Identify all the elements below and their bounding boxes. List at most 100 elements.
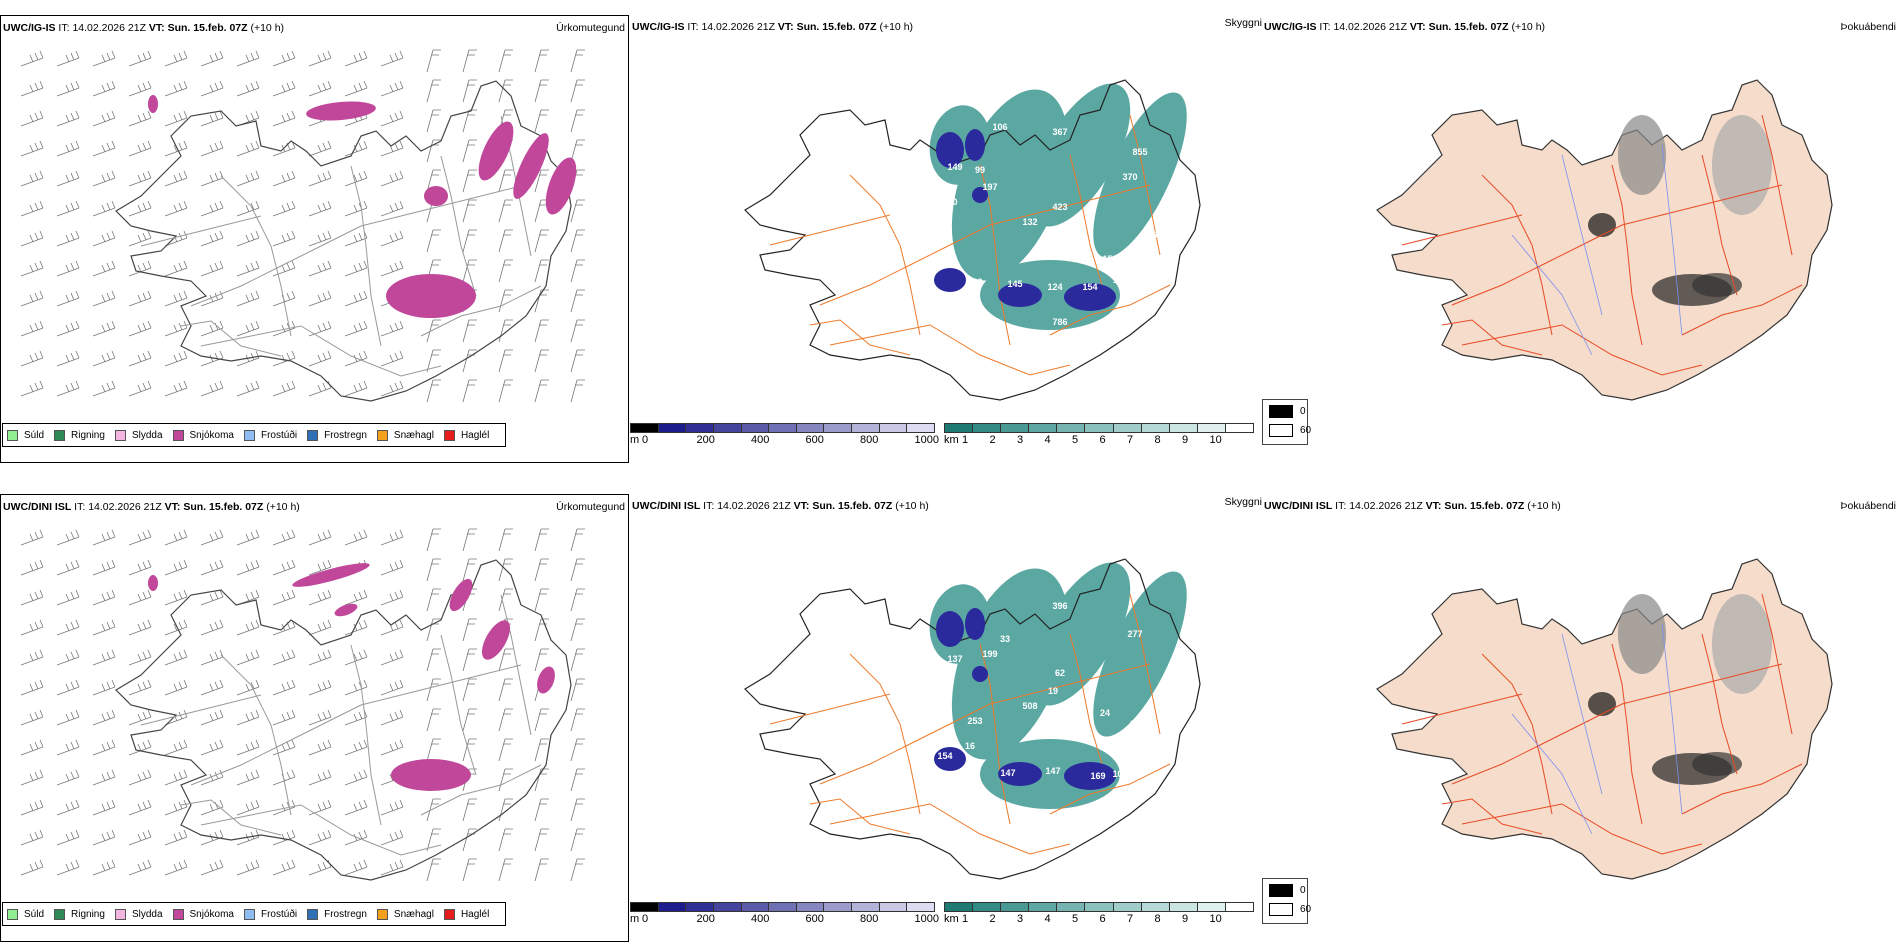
fog-map <box>1376 558 1833 880</box>
ceiling-labels: 367 855 370 149 99 197 190 106 423 132 201 260 684 14… <box>939 122 1162 327</box>
legend-item: Snjókoma <box>172 429 234 441</box>
visibility-area <box>1029 83 1131 227</box>
visibility-area <box>1093 92 1187 258</box>
vt-label: VT: <box>164 501 181 513</box>
ceiling-value-label: 145 <box>1007 279 1022 289</box>
snow-area <box>513 133 549 199</box>
colorbar-tick: 10 <box>1209 913 1222 925</box>
ceiling-area <box>1064 762 1116 790</box>
colorbar-tick: 6 <box>1099 913 1106 925</box>
fog-legend-swatch <box>1269 884 1293 897</box>
legend-swatch <box>7 429 18 441</box>
colorbar-tick: 200 <box>696 913 715 925</box>
ceiling-value-label: 197 <box>982 182 997 192</box>
legend-swatch <box>443 429 455 441</box>
ceiling-value-label: 109 <box>1112 769 1127 779</box>
legend-item: Frostúði <box>243 429 297 441</box>
road-network <box>1401 114 1803 376</box>
snow-area <box>449 578 473 612</box>
it-label: IT: <box>58 22 70 34</box>
precip-type-panel: UWC/DINI ISL IT: 14.02.2026 21Z VT: Sun.… <box>0 494 629 942</box>
ceiling-area <box>998 762 1042 786</box>
legend-swatch <box>114 429 126 441</box>
vt-label: VT: <box>1425 500 1442 512</box>
it-value: 14.02.2026 21Z <box>1333 21 1407 33</box>
colorbar-tick: 3 <box>1017 913 1024 925</box>
colorbar-unit: km <box>944 434 959 446</box>
vt-value: Sun. 15.feb. 07Z <box>183 501 264 513</box>
model-name: UWC/DINI ISL <box>632 500 701 512</box>
vt-label: VT: <box>148 22 165 34</box>
ceiling-area <box>972 666 988 682</box>
ceiling-area <box>998 283 1042 307</box>
colorbar-tick: 200 <box>696 434 715 446</box>
ceiling-value-label: 106 <box>992 122 1007 132</box>
ceiling-value-label: 132 <box>1022 217 1037 227</box>
colorbar-tick: 0 <box>642 434 649 446</box>
legend-label: Haglél <box>460 908 490 920</box>
fog-legend-label: 0 <box>1300 885 1306 896</box>
vt-value: Sun. 15.feb. 07Z <box>1428 21 1509 33</box>
colorbar-tick: 2 <box>989 434 996 446</box>
fog-legend: 0 60 <box>1262 878 1311 924</box>
road-network <box>140 115 542 377</box>
snow-area <box>391 759 471 791</box>
legend-swatch <box>307 908 319 920</box>
lead-time: (+10 h) <box>1527 500 1561 512</box>
colorbar-tick: 2 <box>989 913 996 925</box>
model-name: UWC/IG-IS <box>632 21 685 33</box>
precip-type-legend: Súld Rigning Slydda Snjókoma Frostúði Frostre… <box>2 902 507 926</box>
fog-panel: UWC/IG-IS IT: 14.02.2026 21Z VT: Sun. 15… <box>1262 15 1900 463</box>
snow-area <box>292 563 370 587</box>
it-label: IT: <box>1319 21 1331 33</box>
ceiling-value-label: 62 <box>1055 668 1065 678</box>
ceiling-value-label: 24 <box>1100 708 1110 718</box>
fog-area <box>1692 752 1742 776</box>
legend-label: Súld <box>24 908 45 920</box>
fog-map <box>1376 79 1833 401</box>
ceiling-value-label: 277 <box>1127 629 1142 639</box>
ceiling-value-label: 124 <box>1047 282 1062 292</box>
ceiling-value-label: 149 <box>947 162 962 172</box>
ceiling-value-label: 137 <box>947 654 962 664</box>
ceiling-value-label: 153 <box>1102 254 1117 264</box>
ceiling-value-label: 396 <box>1052 601 1067 611</box>
colorbar-strip <box>944 423 1254 433</box>
legend-item: Frostregn <box>307 908 367 920</box>
lead-time: (+10 h) <box>1511 21 1546 33</box>
wind-barbs <box>20 49 585 403</box>
legend-item: Haglél <box>443 908 490 920</box>
colorbar-strip <box>944 902 1254 912</box>
parameter-title: Skyggni <box>1224 496 1262 508</box>
it-label: IT: <box>74 501 86 513</box>
ceiling-value-label: 190 <box>942 197 957 207</box>
lead-time: (+10 h) <box>250 22 285 34</box>
model-name: UWC/IG-IS <box>1264 21 1317 33</box>
fog-area <box>1618 594 1666 674</box>
fog-panel: UWC/DINI ISL IT: 14.02.2026 21Z VT: Sun.… <box>1262 494 1900 942</box>
ceiling-area <box>936 132 964 168</box>
ceiling-value-label: 367 <box>1052 127 1067 137</box>
cloud-ceiling-areas <box>934 608 1116 790</box>
panel-header: UWC/IG-IS IT: 14.02.2026 21Z VT: Sun. 15… <box>632 21 913 33</box>
colorbar-tick: 7 <box>1127 913 1134 925</box>
lead-time: (+10 h) <box>895 500 929 512</box>
colorbar-tick: 7 <box>1127 434 1134 446</box>
cloud-ceiling-areas <box>934 129 1116 311</box>
legend-label: Frostregn <box>324 908 367 920</box>
visibility-area <box>980 739 1120 809</box>
rivers <box>1511 623 1683 835</box>
colorbar-tick: 1 <box>962 913 969 925</box>
fog-area <box>1692 273 1742 297</box>
colorbar-tick: 1 <box>962 434 969 446</box>
parameter-title: Úrkomutegund <box>556 501 625 513</box>
colorbar-tick: 600 <box>805 434 824 446</box>
ceiling-colorbar: m 0 200 400 600 800 1000 <box>630 423 939 453</box>
ceiling-value-label: 253 <box>967 716 982 726</box>
fog-area <box>1588 692 1616 716</box>
road-network <box>1401 593 1803 855</box>
ceiling-area <box>936 611 964 647</box>
legend-item: Slydda <box>114 908 163 920</box>
colorbar-strip <box>630 902 935 912</box>
